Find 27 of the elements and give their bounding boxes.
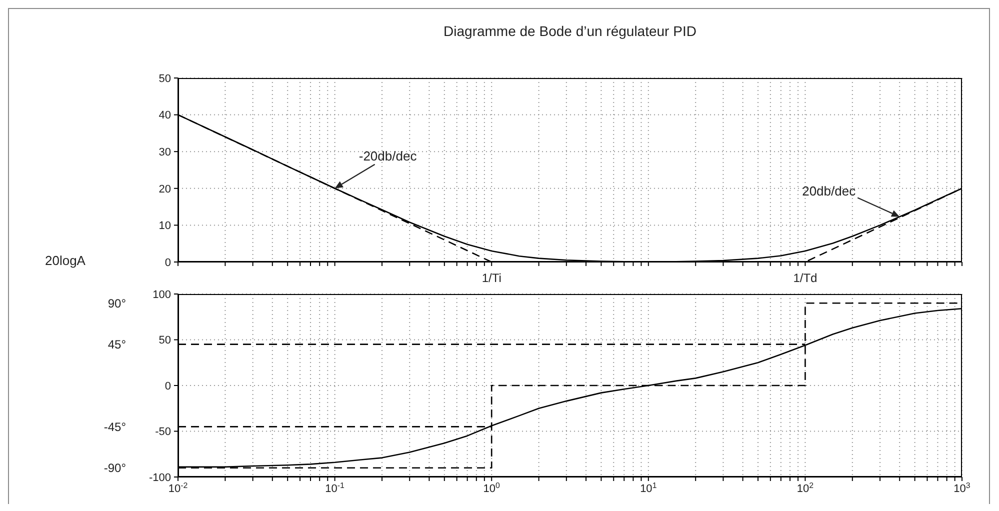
y2-tick-label: -45° <box>104 420 126 434</box>
y-tick-label: 0 <box>164 256 171 269</box>
y-tick-label: 0 <box>164 380 171 392</box>
annotation: 20db/dec <box>802 184 856 199</box>
annotation: -20db/dec <box>358 148 418 164</box>
x-tick-label: 10$^{2}$ <box>796 480 814 495</box>
y-tick-label: 30 <box>158 146 171 159</box>
x-tick-label: 10$^{3}$ <box>954 480 971 495</box>
x-tick-label: 10$^{-2}$ <box>168 480 188 495</box>
x-tick-label: 10$^{1}$ <box>640 480 658 495</box>
annotation: 1/Ti <box>482 271 502 285</box>
y-tick-label: 20 <box>158 183 171 196</box>
x-tick-label: 10$^{0}$ <box>483 480 501 495</box>
x-tick-label: 10$^{-1}$ <box>325 480 346 495</box>
y-tick-label: 100 <box>152 288 171 301</box>
y-tick-label: 10 <box>158 220 171 232</box>
y-tick-label: 40 <box>158 110 171 122</box>
annotation: 1/Td <box>793 271 818 285</box>
y-tick-label: 50 <box>158 72 171 85</box>
y2-tick-label: 45° <box>108 338 126 352</box>
y-axis-title: 20logA <box>45 253 86 268</box>
chart-title: Diagramme de Bode d’un régulateur PID <box>442 23 698 39</box>
y-tick-label: -50 <box>155 426 171 438</box>
y-tick-label: 50 <box>158 334 171 347</box>
y-tick-label: -100 <box>148 472 171 484</box>
y2-tick-label: -90° <box>104 461 126 476</box>
y2-tick-label: 90° <box>108 296 126 310</box>
